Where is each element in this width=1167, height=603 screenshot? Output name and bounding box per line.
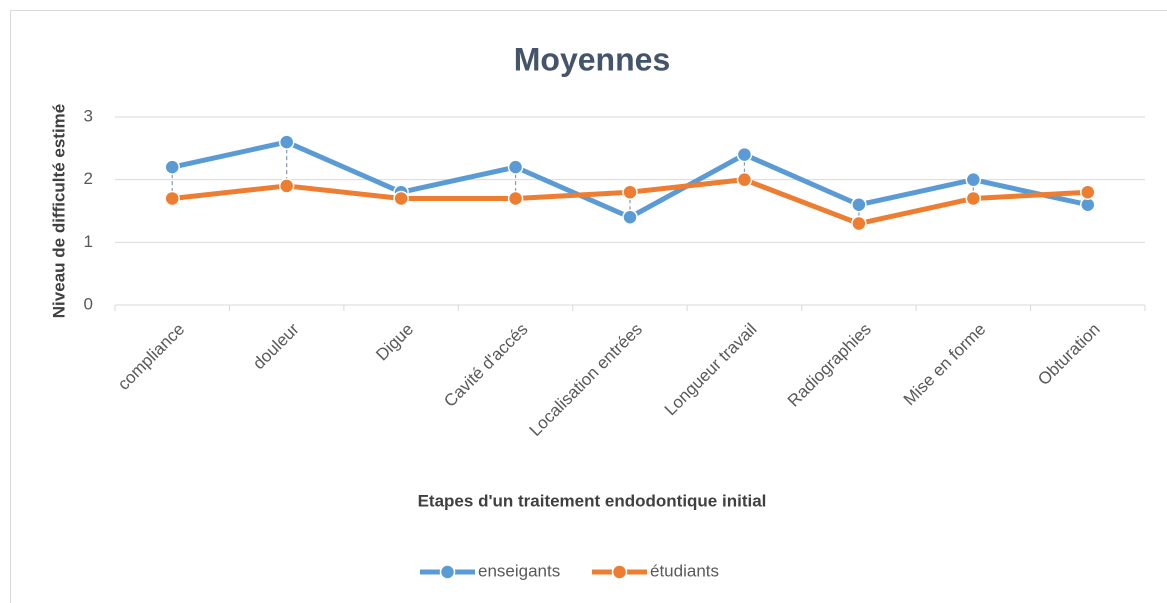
legend-label: enseigants	[478, 561, 560, 580]
legend-marker	[611, 564, 628, 580]
marker	[965, 171, 982, 188]
chart-border	[10, 10, 1167, 603]
marker	[622, 184, 638, 200]
y-tick-label: 2	[84, 169, 93, 188]
marker	[851, 215, 867, 232]
marker	[622, 209, 638, 226]
y-tick-label: 1	[84, 232, 93, 251]
marker	[851, 196, 867, 213]
marker	[164, 159, 180, 175]
chart-title: Moyennes	[514, 41, 670, 77]
marker	[278, 178, 295, 194]
marker	[507, 159, 524, 175]
marker	[736, 171, 753, 188]
marker	[278, 134, 295, 150]
marker	[1080, 184, 1096, 200]
y-tick-label: 3	[84, 106, 93, 125]
legend-label: étudiants	[650, 561, 719, 580]
marker	[736, 146, 753, 163]
marker	[393, 190, 409, 207]
marker	[164, 190, 180, 207]
marker	[507, 190, 524, 207]
marker	[965, 190, 982, 207]
x-axis-label: Etapes d'un traitement endodontique init…	[418, 491, 767, 510]
y-tick-label: 0	[84, 294, 93, 313]
y-axis-label: Niveau de difficulté estimé	[49, 104, 68, 318]
legend-marker	[439, 564, 456, 580]
